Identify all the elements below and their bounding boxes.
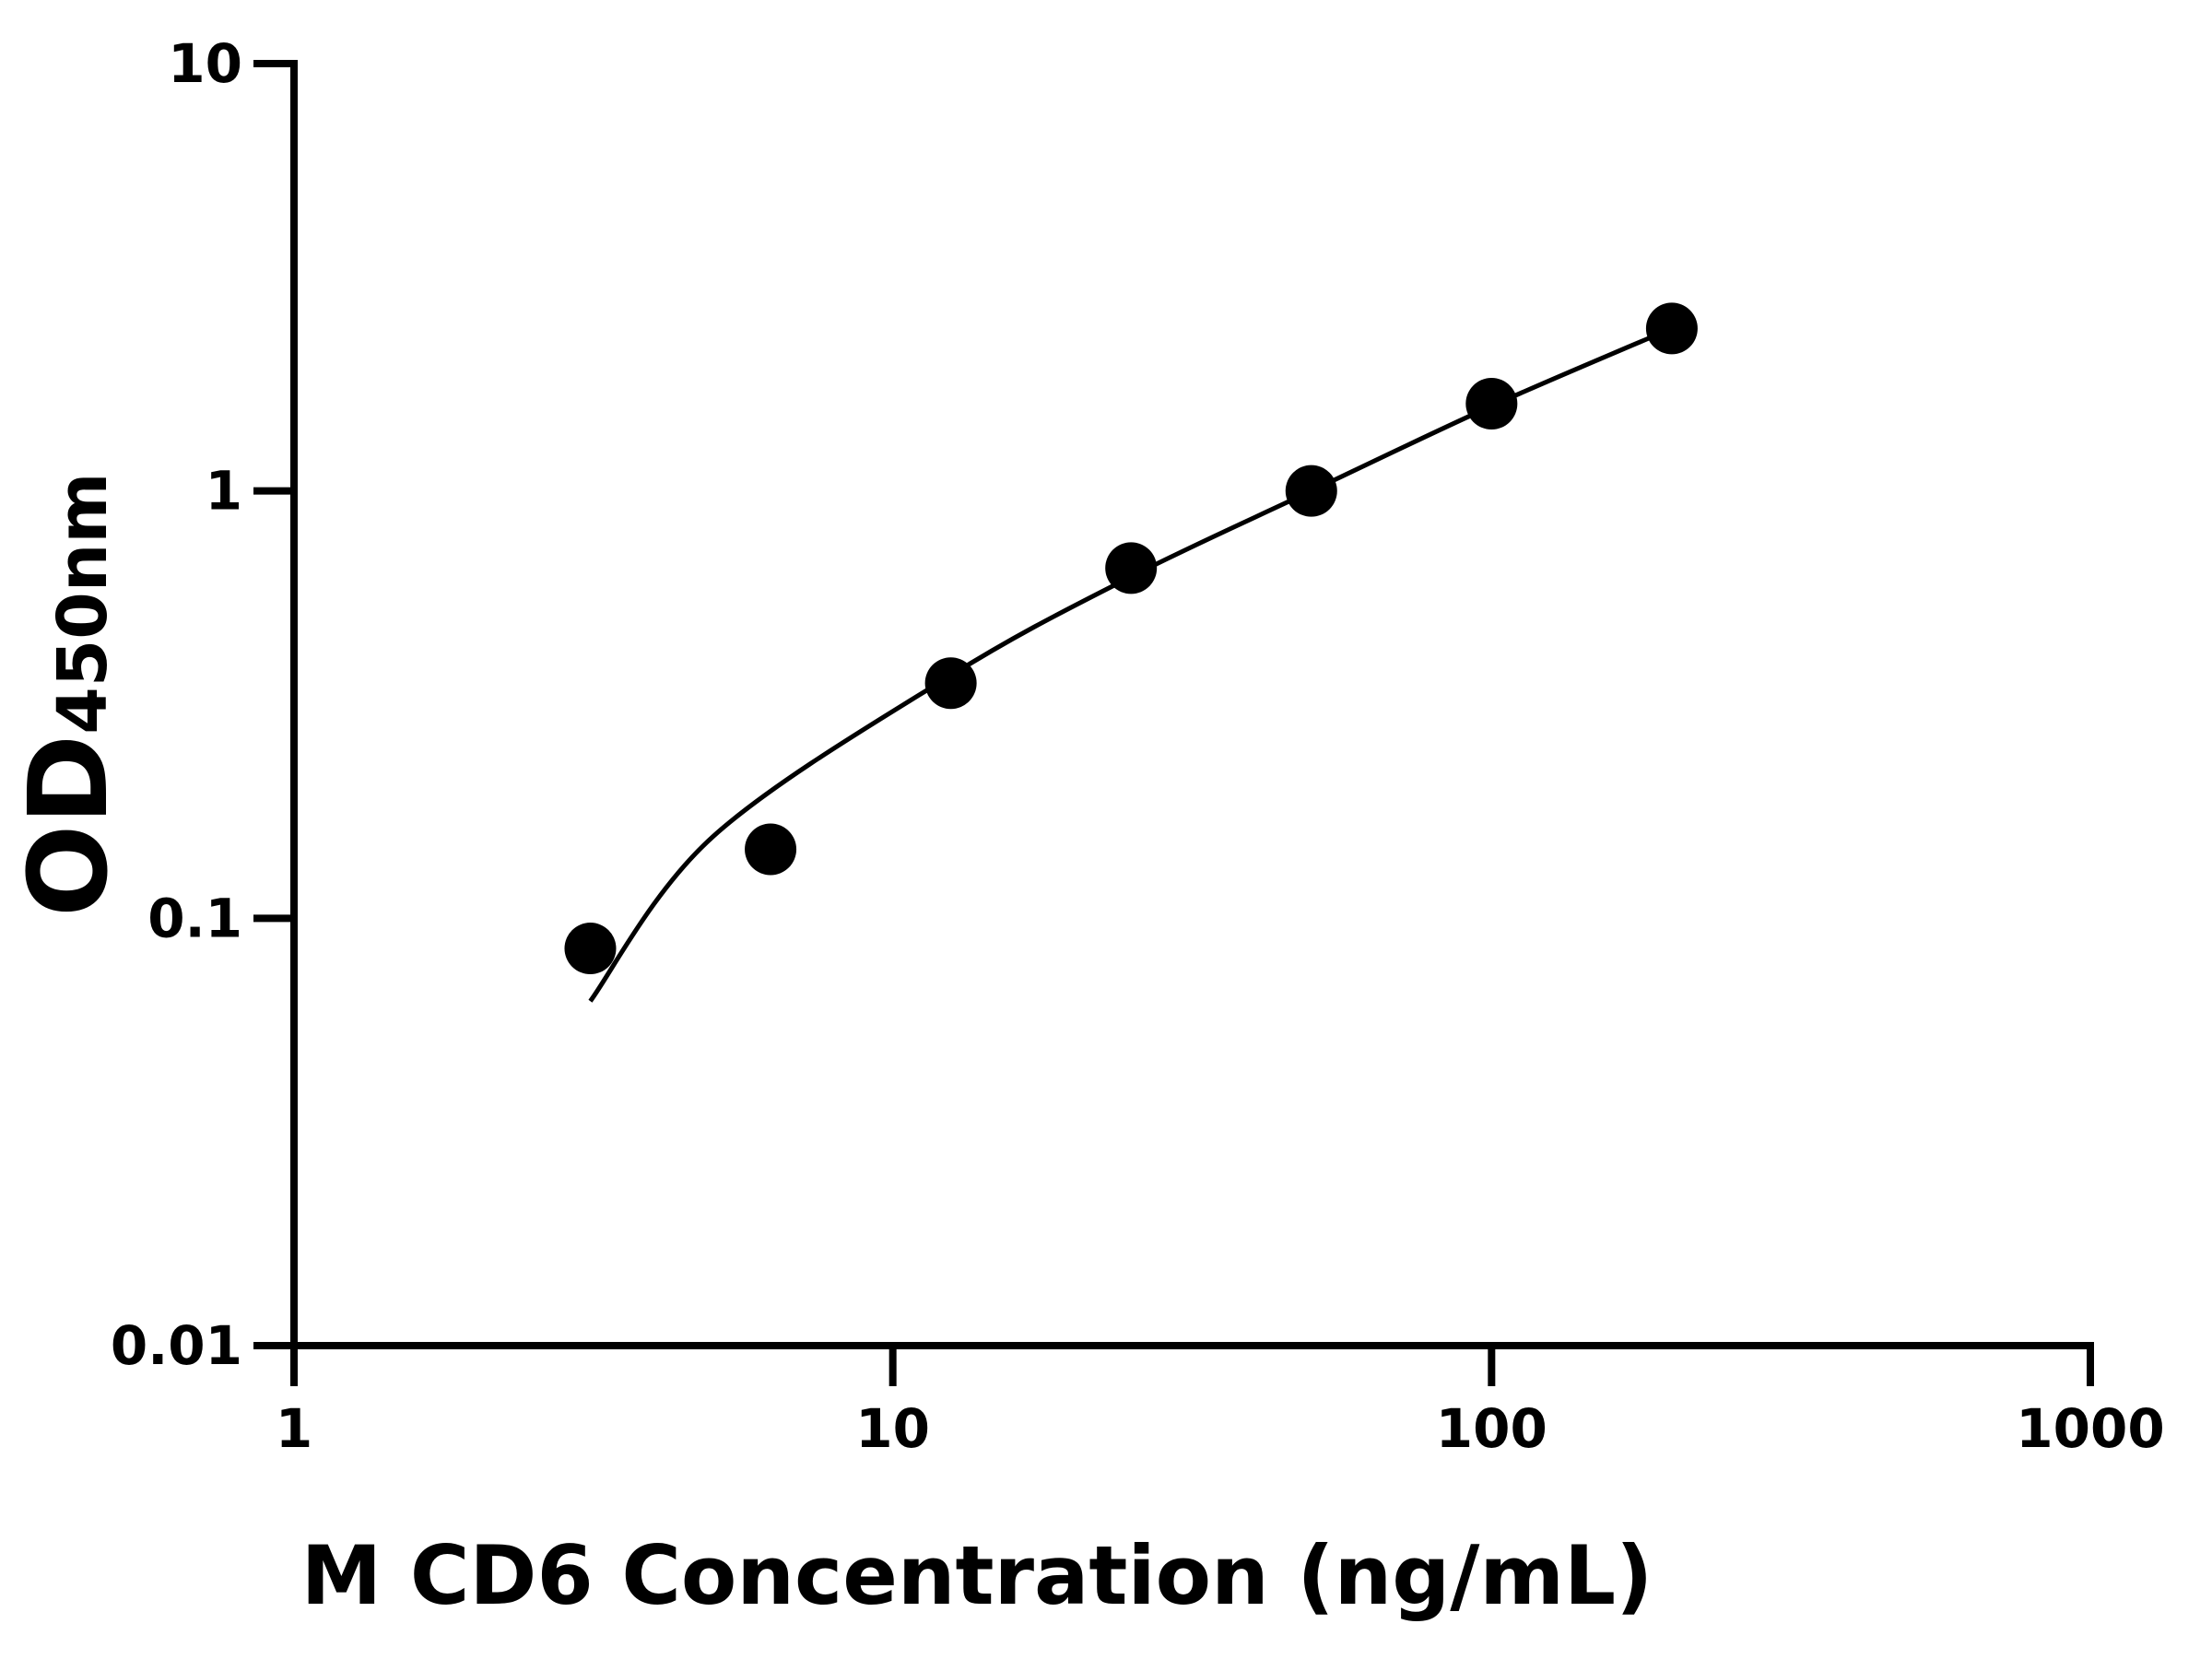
x-tick-label: 1 [276, 1397, 312, 1460]
fit-curve [588, 326, 1673, 1003]
data-point [564, 923, 617, 975]
y-axis-title-main: OD [5, 735, 132, 917]
data-point [1285, 465, 1337, 517]
y-tick-label: 1 [206, 460, 242, 523]
y-axis-title: OD450nm [5, 472, 132, 917]
data-point [745, 823, 797, 876]
svg-text:OD450nm: OD450nm [5, 472, 132, 917]
data-point [1105, 542, 1158, 594]
x-tick-label: 100 [1436, 1397, 1547, 1460]
y-tick-label: 10 [168, 32, 242, 95]
y-tick-label: 0.1 [147, 887, 242, 949]
y-axis-title-sub: 450nm [43, 472, 123, 734]
data-point [924, 657, 977, 710]
y-tick-label: 0.01 [111, 1314, 242, 1377]
data-point [1645, 302, 1698, 355]
x-tick-label: 10 [855, 1397, 930, 1460]
data-point [1465, 378, 1518, 430]
x-tick-label: 1000 [2016, 1397, 2164, 1460]
x-axis-title: M CD6 Concentration (ng/mL) [301, 1528, 1653, 1623]
